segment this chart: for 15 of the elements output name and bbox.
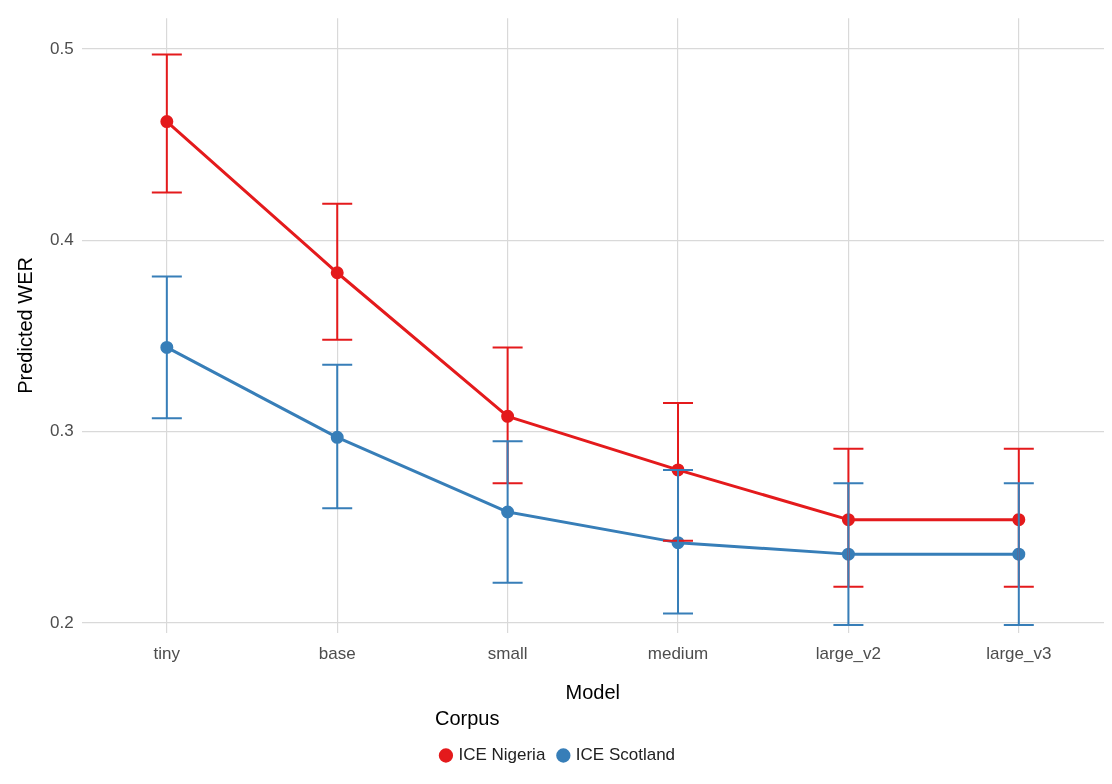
legend-label: ICE Scotland (575, 745, 676, 765)
y-tick-label: 0.2 (49, 612, 74, 632)
y-tick-label: 0.3 (49, 421, 74, 441)
y-tick-label: 0.5 (49, 38, 74, 58)
x-tick-label: tiny (153, 644, 181, 664)
legend-label: ICE Nigeria (458, 745, 546, 765)
x-tick-label: medium (647, 644, 709, 664)
y-tick-label: 0.4 (49, 229, 74, 249)
legend-title: Corpus (434, 706, 500, 729)
x-tick-label: large_v3 (986, 644, 1052, 664)
x-axis-title: Model (565, 680, 621, 703)
y-axis-title: Predicted WER (13, 257, 36, 394)
x-tick-label: small (487, 644, 528, 664)
x-tick-label: large_v2 (815, 644, 882, 664)
x-tick-label: base (318, 644, 356, 664)
